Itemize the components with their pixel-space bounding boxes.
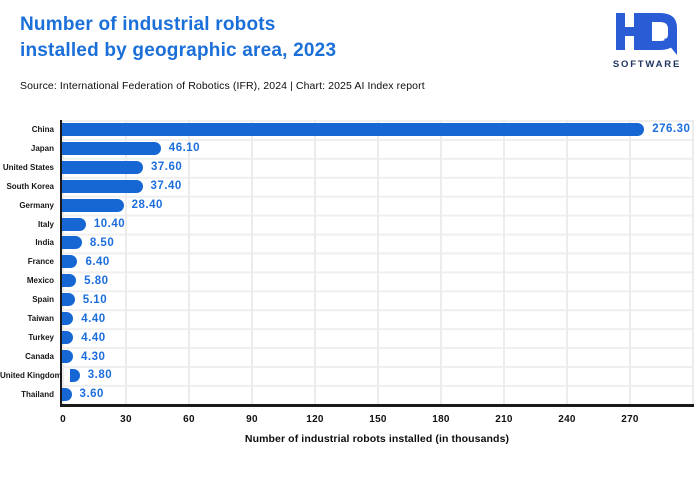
bar [69,368,80,382]
bar [62,387,72,401]
page-title: Number of industrial robots installed by… [20,12,336,64]
bar [62,293,75,307]
category-label: United States [2,162,54,172]
value-label: 5.80 [84,274,109,287]
bar-row: China 276.30 [0,120,694,139]
category-label: Thailand [21,389,54,399]
title-line-2: installed by geographic area, 2023 [20,40,337,62]
bar-chart: China 276.30 Japan 46.10 United States 37.60 S… [0,120,700,465]
title-line-1: Number of industrial robots [20,14,276,35]
x-tick-label: 30 [120,414,132,425]
bar-row: Canada 4.30 [0,347,694,366]
x-tick-label: 120 [306,414,324,425]
category-label: South Korea [6,181,54,191]
category-label: China [31,124,54,134]
bar-row: United Kingdom 3.80 [0,366,694,385]
category-label: Mexico [26,276,54,286]
x-tick-label: 60 [183,414,195,425]
bar [62,141,161,155]
value-label: 4.30 [81,350,106,363]
bar-row: Japan 46.10 [0,139,694,158]
category-label: India [35,238,54,248]
x-tick-label: 150 [369,414,387,425]
category-label: Italy [37,219,54,229]
category-label: Spain [32,295,54,305]
value-label: 3.60 [79,388,104,401]
bar-row: France 6.40 [0,252,694,271]
bar [62,312,74,326]
category-label: Japan [30,143,54,153]
category-label: Germany [19,200,54,210]
bar-row: Germany 28.40 [0,196,694,215]
bar [62,274,77,288]
value-label: 46.10 [168,142,201,155]
value-label: 37.40 [150,180,182,193]
bar-row: India 8.50 [0,234,694,253]
plot-area [60,120,694,407]
bar [62,350,74,364]
bar [62,217,86,231]
bar-rows: China 276.30 Japan 46.10 United States 37.60 S… [0,120,694,404]
value-label: 6.40 [85,255,110,268]
bar [62,236,82,250]
x-tick-label: 240 [558,414,576,425]
category-label: Turkey [28,333,54,343]
bar-row: Thailand 3.60 [0,385,694,404]
x-tick-label: 0 [60,414,66,425]
bar [62,331,74,345]
value-label: 28.40 [131,199,163,212]
bar [62,255,78,269]
bar [62,122,645,136]
category-label: Taiwan [27,314,54,324]
bar-row: Turkey 4.40 [0,328,694,347]
bar-row: Taiwan 4.40 [0,309,694,328]
x-axis-title: Number of industrial robots installed (i… [244,433,510,445]
x-tick-label: 90 [246,414,258,425]
category-label: France [27,257,54,267]
hq-software-logo: SOFTWARE [607,10,687,70]
bar-row: Mexico 5.80 [0,271,694,290]
x-tick-label: 210 [495,414,513,425]
bar [62,198,124,212]
bar-row: South Korea 37.40 [0,177,694,196]
category-label: United Kingdom [0,370,62,380]
value-label: 37.60 [150,161,183,174]
value-label: 10.40 [93,218,126,231]
source-note: Source: International Federation of Robo… [20,80,425,92]
x-tick-label: 270 [621,414,639,425]
hq-logo-mark [616,13,677,55]
value-label: 3.80 [87,369,113,382]
value-label: 276.30 [652,123,691,136]
bar [62,160,143,174]
bar [62,179,143,193]
value-label: 5.10 [82,293,108,306]
bar-row: Spain 5.10 [0,290,694,309]
bar-row: United States 37.60 [0,158,694,177]
category-label: Canada [25,352,54,362]
value-label: 4.40 [81,312,106,325]
value-label: 4.40 [81,331,106,344]
value-label: 8.50 [89,236,115,249]
x-axis-ticks: 0 30 60 90 120 150 180 210 240 270 [60,414,694,428]
logo-software-text: SOFTWARE [612,59,682,70]
bar-row: Italy 10.40 [0,215,694,234]
x-tick-label: 180 [432,414,450,425]
